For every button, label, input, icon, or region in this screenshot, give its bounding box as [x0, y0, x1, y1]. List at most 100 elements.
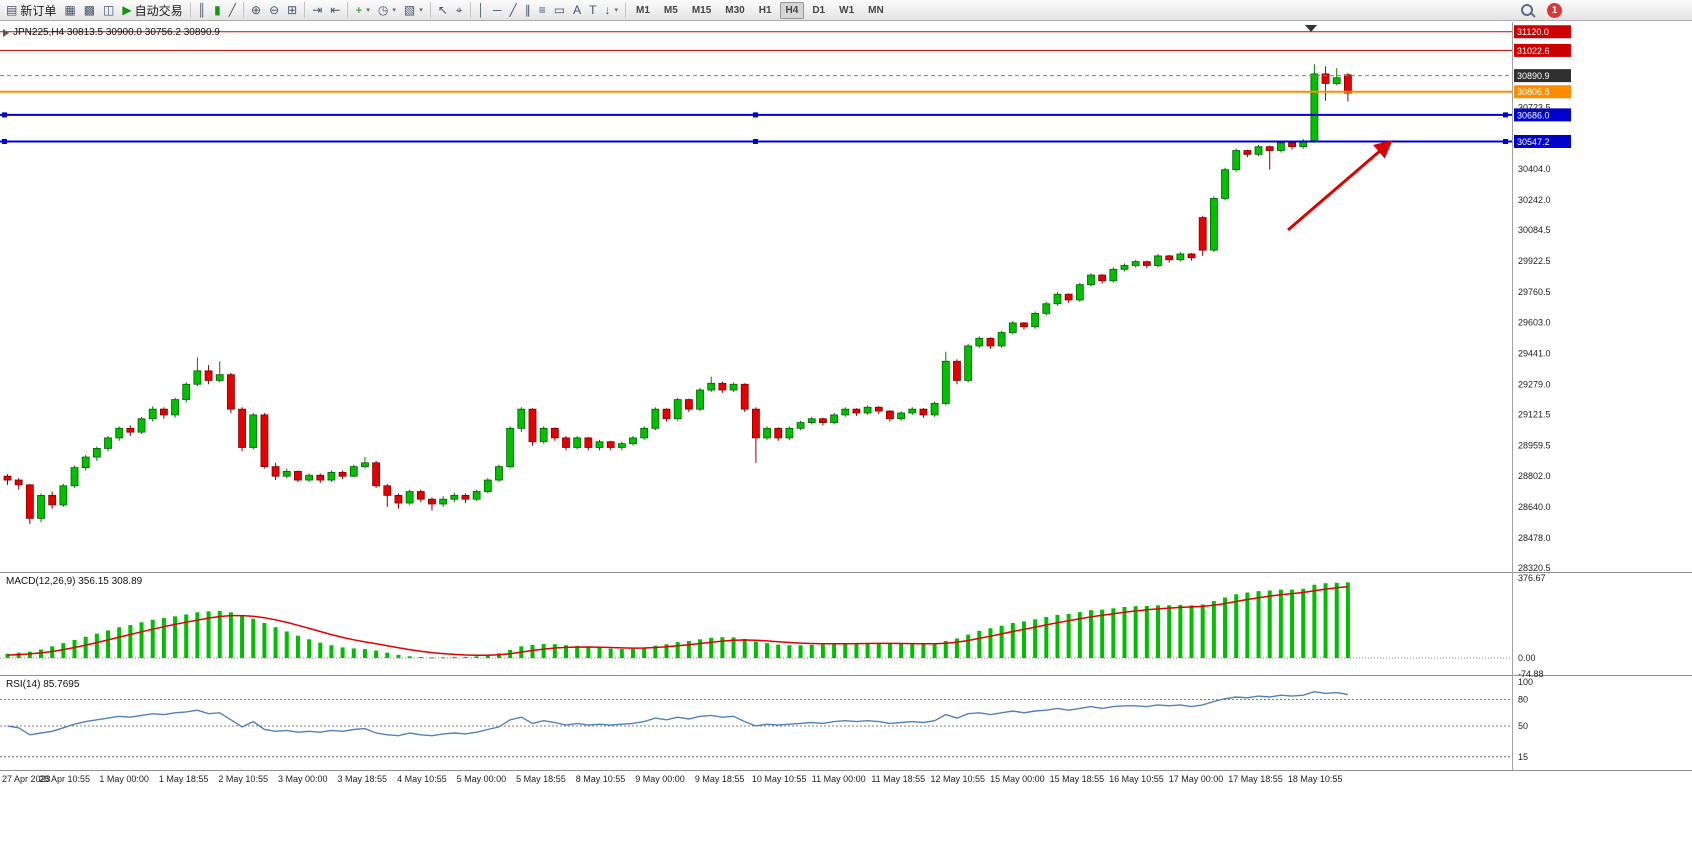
profiles-button[interactable]: ▩	[80, 1, 99, 20]
candle	[1243, 149, 1252, 158]
candle	[238, 407, 246, 452]
candle	[1209, 196, 1218, 253]
chart-title: JPN225,H4 30813.5 30900.0 30756.2 30890.…	[13, 27, 220, 38]
price-tag-text: 30890.9	[1517, 71, 1550, 81]
rsi-indicator-label: RSI(14) 85.7695	[6, 679, 80, 690]
one-click-trading-toggle[interactable]	[3, 29, 9, 37]
candle	[483, 478, 492, 494]
candle	[1221, 167, 1229, 201]
trendline-button[interactable]: ╱	[506, 1, 521, 20]
macd-histogram-bar	[39, 649, 44, 658]
macd-histogram-bar	[787, 645, 792, 658]
zoom-out-button[interactable]: ⊖	[265, 1, 283, 20]
candle	[807, 416, 816, 425]
toolbar-separator	[347, 2, 349, 18]
trend-arrow-annotation[interactable]	[1287, 140, 1393, 232]
search-button[interactable]	[1517, 1, 1537, 20]
text-button[interactable]: A	[569, 1, 585, 20]
time-axis-label: 17 May 18:55	[1228, 774, 1283, 784]
timeframe-m15-button[interactable]: M15	[691, 4, 712, 16]
candle	[886, 410, 894, 422]
autotrade-button[interactable]: ▶ 自动交易	[118, 1, 186, 20]
time-axis-label: 18 May 10:55	[1288, 774, 1343, 784]
line-handle[interactable]	[753, 112, 758, 118]
line-handle[interactable]	[1503, 112, 1508, 118]
timeframe-h1-button[interactable]: H1	[758, 4, 772, 16]
notifications-badge[interactable]: 1	[1547, 2, 1562, 18]
timeframe-w1-button[interactable]: W1	[839, 4, 855, 16]
price-tag-text: 31022.6	[1517, 46, 1550, 56]
line-handle[interactable]	[753, 138, 758, 144]
profiles-icon: ▩	[83, 3, 96, 17]
timeframe-m5-button[interactable]: M5	[663, 4, 678, 16]
chart-shift-button[interactable]: ⇤	[326, 1, 344, 20]
candle	[707, 376, 716, 392]
time-axis-label: 16 May 10:55	[1109, 774, 1164, 784]
timeframe-m1-button[interactable]: M1	[636, 4, 650, 16]
line-handle[interactable]	[2, 138, 7, 144]
timeframe-m30-button[interactable]: M30	[725, 4, 745, 16]
market-watch-button[interactable]: ◫	[99, 1, 118, 20]
candle	[1165, 254, 1174, 263]
price-tag	[1514, 25, 1571, 39]
macd-histogram-bar	[954, 638, 959, 658]
timeframe-h4-button[interactable]: H4	[779, 1, 805, 19]
macd-histogram-bar	[117, 627, 122, 658]
equidistant-channel-button[interactable]: ∥	[521, 1, 535, 20]
shapes-button[interactable]: ▭	[550, 1, 569, 20]
price-tag	[1514, 69, 1571, 83]
macd-histogram-bar	[374, 650, 379, 658]
price-axis-label: 28320.5	[1518, 563, 1551, 573]
line-chart-button[interactable]: ╱	[225, 1, 240, 20]
auto-scroll-button[interactable]: ⇥	[308, 1, 326, 20]
arrows-button[interactable]: ↓ ▾	[601, 1, 623, 20]
new-order-button[interactable]: ▤ 新订单	[2, 1, 60, 20]
candle	[1344, 72, 1352, 102]
macd-histogram-bar	[742, 638, 747, 658]
macd-histogram-bar	[966, 634, 971, 658]
chart-canvas[interactable]: 31120.0 31022.6 30806.8 30686.0 30547.2 30890…	[0, 22, 1692, 857]
horizontal-line-button[interactable]: ─	[489, 1, 506, 20]
candle	[953, 359, 961, 385]
timeframe-group: M1 M5 M15 M30 H1 H4 D1 W1 MN	[629, 1, 891, 19]
candle	[908, 407, 917, 415]
line-handle[interactable]	[2, 112, 7, 118]
candle	[1064, 293, 1073, 303]
macd-histogram-bar	[1200, 604, 1205, 658]
macd-histogram-bar	[1301, 588, 1306, 658]
indicators-button[interactable]: + ▾	[351, 1, 374, 20]
charts-button[interactable]: ▦	[60, 1, 79, 20]
candle	[1031, 311, 1040, 329]
time-axis-label: 1 May 18:55	[159, 774, 209, 784]
candle	[59, 483, 68, 507]
candle	[852, 408, 861, 416]
new-order-label: 新订单	[20, 3, 57, 18]
macd-histogram-bar	[854, 643, 859, 658]
text-label-button[interactable]: T	[585, 1, 600, 20]
macd-histogram-bar	[765, 643, 770, 658]
macd-histogram-bar	[608, 648, 613, 658]
candle	[226, 372, 235, 413]
timeframe-mn-button[interactable]: MN	[868, 4, 884, 16]
crosshair-button[interactable]: ⌖	[452, 1, 467, 20]
rsi-scale-label: 100	[1518, 677, 1533, 687]
templates-button[interactable]: ▧ ▾	[400, 1, 427, 20]
zoom-in-button[interactable]: ⊕	[247, 1, 265, 20]
tile-windows-button[interactable]: ⊞	[283, 1, 301, 20]
periods-button[interactable]: ◷ ▾	[374, 1, 400, 20]
candle	[975, 336, 984, 348]
vertical-line-button[interactable]: │	[474, 1, 490, 20]
line-handle[interactable]	[1503, 138, 1508, 144]
candlestick-chart-button[interactable]: ▮	[210, 1, 225, 20]
macd-histogram-bar	[273, 627, 278, 658]
macd-histogram-bar	[1189, 605, 1194, 658]
macd-histogram-bar	[1156, 605, 1161, 658]
cursor-button[interactable]: ↖	[434, 1, 452, 20]
macd-histogram-bar	[1312, 584, 1317, 658]
macd-histogram-bar	[441, 657, 446, 659]
price-axis-label: 28478.0	[1518, 533, 1551, 543]
timeframe-d1-button[interactable]: D1	[812, 4, 826, 16]
bar-chart-button[interactable]: ║	[194, 1, 211, 20]
macd-histogram-bar	[988, 628, 993, 658]
fibonacci-button[interactable]: ≡	[535, 1, 550, 20]
